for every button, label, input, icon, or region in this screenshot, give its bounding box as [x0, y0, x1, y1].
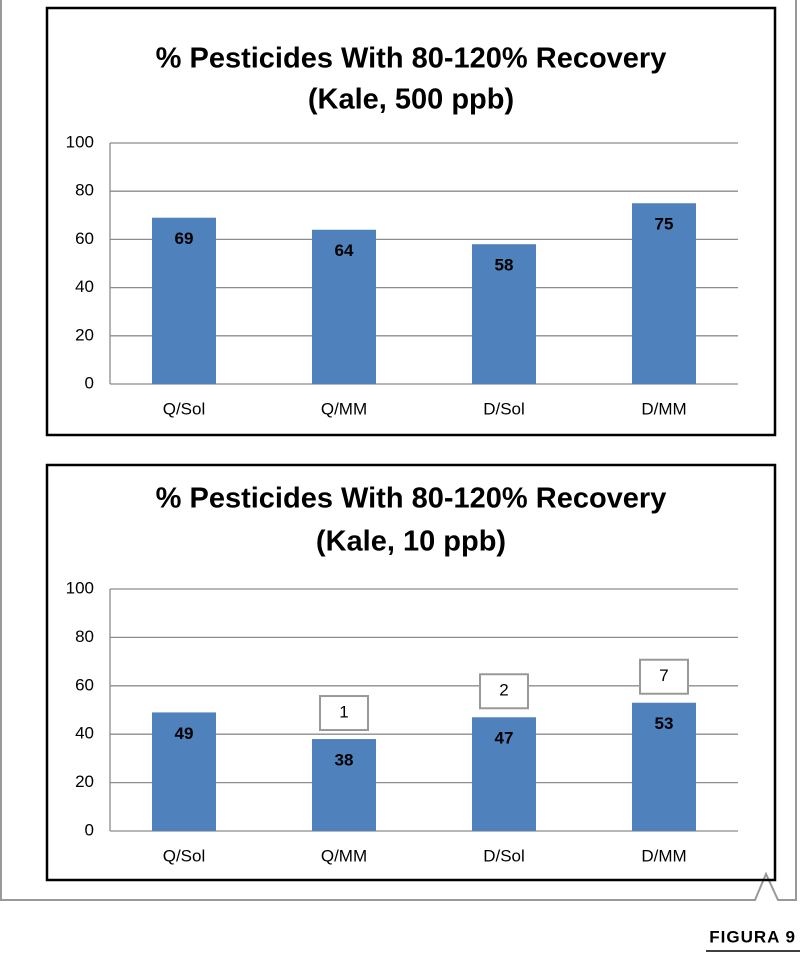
annotation: 7 — [659, 666, 668, 685]
annotation: 2 — [499, 681, 508, 700]
chart-title: % Pesticides With 80-120% Recovery — [156, 483, 667, 515]
bar — [472, 244, 536, 384]
data-label: 69 — [175, 229, 194, 248]
chart-box — [45, 463, 777, 882]
bar — [152, 712, 216, 831]
chart-box — [45, 6, 777, 437]
data-label: 64 — [335, 241, 354, 260]
x-tick-label: D/MM — [641, 846, 686, 865]
bar — [312, 739, 376, 831]
y-tick-label: 60 — [75, 675, 94, 694]
y-tick-label: 40 — [75, 277, 94, 296]
y-tick-label: 100 — [66, 578, 94, 597]
data-label: 38 — [335, 751, 354, 770]
chart-subtitle: (Kale, 10 ppb) — [316, 526, 506, 558]
x-tick-label: Q/Sol — [163, 846, 206, 865]
y-tick-label: 0 — [85, 820, 94, 839]
y-tick-label: 80 — [75, 181, 94, 200]
bar — [632, 203, 696, 384]
chart-title: % Pesticides With 80-120% Recovery — [156, 43, 667, 75]
y-tick-label: 0 — [85, 373, 94, 392]
y-tick-label: 80 — [75, 627, 94, 646]
x-tick-label: Q/MM — [321, 846, 367, 865]
x-tick-label: D/Sol — [483, 846, 525, 865]
bar — [632, 702, 696, 831]
y-tick-label: 40 — [75, 724, 94, 743]
y-tick-label: 60 — [75, 229, 94, 248]
data-label: 49 — [175, 724, 194, 743]
bar — [472, 717, 536, 831]
data-label: 58 — [495, 256, 514, 275]
annotation-box — [319, 695, 369, 732]
figure-label: FIGURA 9 — [709, 927, 796, 946]
x-tick-label: D/MM — [641, 399, 686, 418]
y-tick-label: 20 — [75, 772, 94, 791]
y-tick-label: 20 — [75, 325, 94, 344]
data-label: 53 — [655, 714, 674, 733]
x-tick-label: Q/Sol — [163, 399, 206, 418]
frame — [0, 0, 797, 901]
x-tick-label: Q/MM — [321, 399, 367, 418]
data-label: 75 — [655, 215, 674, 234]
bar — [312, 229, 376, 384]
annotation-box — [479, 673, 529, 710]
x-tick-label: D/Sol — [483, 399, 525, 418]
bar — [152, 217, 216, 384]
annotation: 1 — [339, 703, 348, 722]
y-tick-label: 100 — [66, 132, 94, 151]
chart-subtitle: (Kale, 500 ppb) — [308, 84, 514, 116]
data-label: 47 — [495, 729, 514, 748]
annotation-box — [639, 658, 689, 695]
